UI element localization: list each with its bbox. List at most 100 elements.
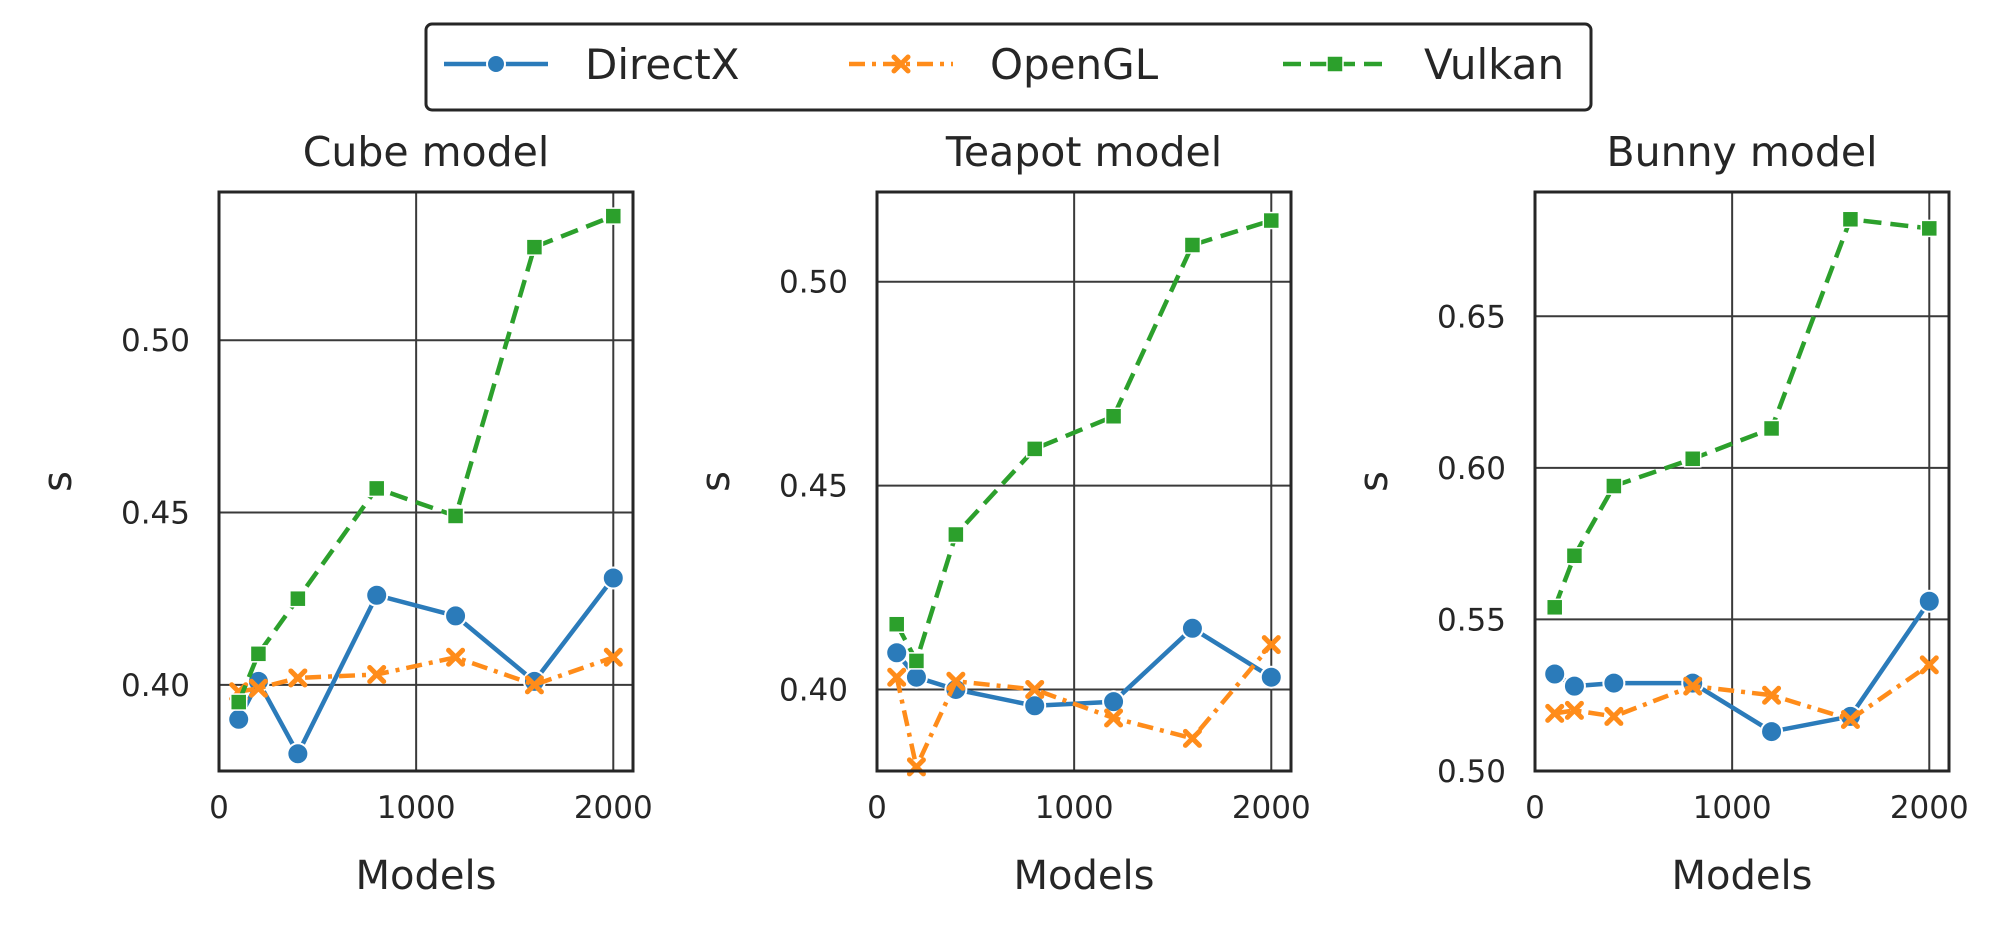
data-point-directx	[1102, 690, 1126, 714]
legend-label-directx: DirectX	[585, 40, 740, 89]
y-tick-label: 0.60	[1437, 451, 1506, 487]
data-point-vulkan	[1025, 440, 1044, 458]
legend-entry-vulkan: Vulkan	[1283, 40, 1564, 89]
plot-frame	[1533, 190, 1951, 773]
data-point-opengl	[887, 667, 907, 687]
data-point-opengl	[446, 647, 466, 667]
x-tick-label: 0	[1525, 790, 1545, 826]
y-tick-label: 0.50	[779, 265, 848, 301]
data-point-vulkan	[947, 525, 965, 544]
data-point-opengl	[1840, 709, 1860, 729]
data-point-vulkan	[525, 238, 544, 256]
data-point-directx	[904, 665, 928, 689]
data-point-directx	[365, 583, 389, 607]
data-point-directx	[1543, 662, 1567, 686]
plot-area	[219, 192, 633, 771]
data-point-vulkan	[1262, 211, 1281, 230]
data-point-opengl	[524, 675, 544, 695]
data-point-vulkan	[1183, 236, 1202, 254]
data-point-directx	[286, 742, 310, 766]
x-axis-label: Models	[356, 853, 497, 899]
data-point-vulkan	[1762, 419, 1781, 438]
data-point-vulkan	[446, 507, 465, 525]
data-point-vulkan	[1104, 407, 1123, 426]
data-point-vulkan	[249, 645, 268, 663]
y-tick-label: 0.40	[779, 672, 848, 708]
data-point-opengl	[288, 668, 308, 688]
data-point-directx	[1180, 616, 1204, 640]
y-axis-label: s	[693, 471, 739, 492]
panel-title: Teapot model	[945, 128, 1222, 176]
y-tick-label: 0.40	[121, 668, 190, 704]
plot-area	[877, 192, 1291, 771]
data-point-directx	[885, 641, 909, 665]
data-point-vulkan	[289, 589, 307, 608]
data-point-vulkan	[1605, 477, 1623, 495]
data-point-opengl	[1025, 679, 1045, 699]
data-point-opengl	[248, 678, 268, 698]
plot-frame	[217, 190, 635, 773]
data-point-opengl	[603, 647, 623, 667]
data-point-directx	[1562, 674, 1586, 698]
data-point-opengl	[946, 671, 966, 691]
legend-marker-directx	[486, 54, 506, 74]
data-point-directx	[1760, 720, 1784, 744]
panel-bunny-model: 0 1000 2000 0.50 0.55 0.60 0.65 Bunny model Mode…	[1351, 128, 1969, 899]
data-point-opengl	[1261, 635, 1281, 655]
data-point-directx	[444, 604, 468, 628]
panel-cube-model: 0 1000 2000 0.40 0.45 0.50 Cube model Models s	[35, 128, 653, 899]
data-point-directx	[227, 707, 251, 731]
panel-title: Bunny model	[1606, 128, 1877, 176]
y-axis-label: s	[1351, 471, 1397, 492]
panel-teapot-model: 0 1000 2000 0.40 0.45 0.50 Teapot model Models s	[693, 128, 1311, 899]
legend-entry-directx: DirectX	[444, 40, 740, 89]
y-tick-label: 0.45	[779, 469, 848, 505]
x-tick-label: 2000	[574, 790, 653, 826]
data-point-opengl	[1604, 706, 1624, 726]
data-point-vulkan	[229, 693, 248, 711]
x-tick-label: 2000	[1232, 790, 1311, 826]
legend-entry-opengl: OpenGL	[849, 40, 1159, 89]
data-point-vulkan	[887, 615, 906, 633]
data-point-directx	[1023, 694, 1047, 718]
data-point-directx	[1259, 665, 1283, 689]
legend: DirectX OpenGL Vulkan	[424, 22, 1593, 112]
x-axis-label: Models	[1014, 853, 1155, 899]
data-point-opengl	[1762, 685, 1782, 705]
data-point-vulkan	[1545, 598, 1564, 617]
x-tick-label: 1000	[1035, 790, 1114, 826]
y-tick-label: 0.50	[1437, 754, 1506, 790]
y-tick-label: 0.55	[1437, 602, 1506, 638]
legend-frame	[424, 22, 1593, 112]
data-point-vulkan	[367, 479, 386, 498]
data-point-vulkan	[1841, 210, 1860, 229]
data-point-opengl	[1919, 655, 1939, 675]
data-point-opengl	[1683, 676, 1703, 696]
x-tick-label: 0	[209, 790, 229, 826]
y-tick-label: 0.65	[1437, 299, 1506, 335]
panel-title: Cube model	[303, 128, 550, 176]
y-tick-label: 0.50	[121, 323, 190, 359]
x-tick-label: 1000	[1693, 790, 1772, 826]
plot-frame	[875, 190, 1293, 773]
x-axis-label: Models	[1672, 853, 1813, 899]
data-point-directx	[1917, 589, 1941, 613]
legend-marker-opengl	[891, 54, 911, 74]
legend-label-opengl: OpenGL	[990, 40, 1159, 89]
data-point-vulkan	[1565, 547, 1584, 565]
data-point-opengl	[1564, 700, 1584, 720]
data-point-opengl	[367, 665, 387, 684]
data-point-opengl	[1182, 728, 1202, 748]
legend-marker-vulkan	[1326, 55, 1344, 73]
y-tick-label: 0.45	[121, 496, 190, 532]
data-point-directx	[601, 566, 625, 590]
y-axis-label: s	[35, 471, 81, 492]
data-point-opengl	[1104, 708, 1124, 728]
data-point-vulkan	[907, 652, 926, 670]
data-point-vulkan	[1683, 450, 1702, 468]
x-tick-label: 1000	[377, 790, 456, 826]
x-tick-label: 0	[867, 790, 887, 826]
data-point-directx	[1602, 671, 1626, 695]
data-point-vulkan	[1920, 219, 1939, 238]
